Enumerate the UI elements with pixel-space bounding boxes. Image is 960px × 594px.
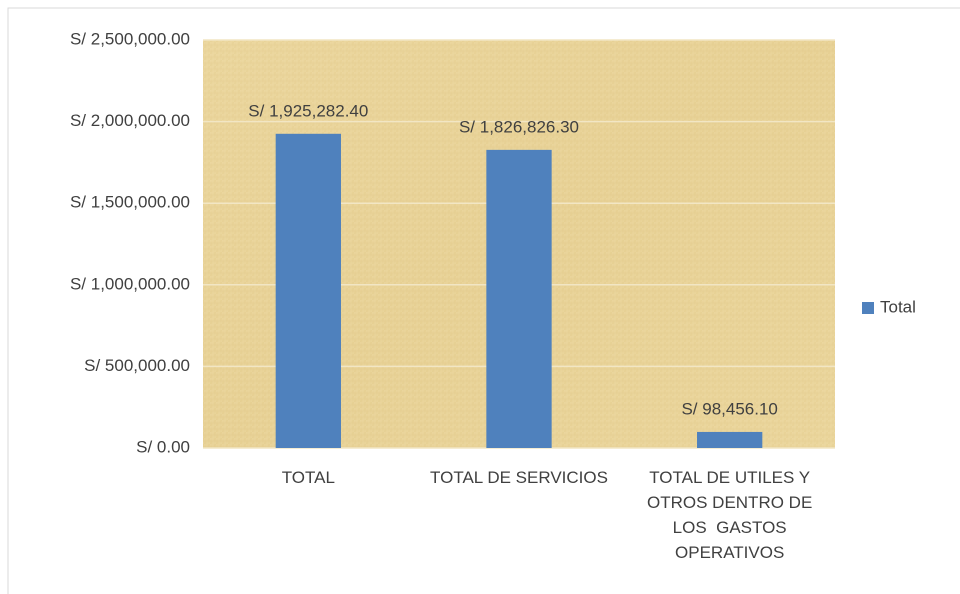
y-tick-label: S/ 0.00 [136, 437, 190, 456]
y-tick-label: S/ 1,500,000.00 [70, 193, 190, 212]
legend-swatch [862, 302, 874, 314]
y-tick-label: S/ 500,000.00 [84, 356, 190, 375]
y-tick-label: S/ 2,000,000.00 [70, 111, 190, 130]
data-label: S/ 1,925,282.40 [248, 101, 368, 120]
x-tick-label: TOTAL DE SERVICIOS [430, 468, 608, 487]
x-tick-label: TOTAL [281, 468, 335, 487]
y-tick-label: S/ 2,500,000.00 [70, 29, 190, 48]
legend-label: Total [880, 297, 916, 316]
bar [275, 133, 341, 448]
chart-border [7, 7, 960, 594]
bar [486, 149, 552, 449]
bar [697, 431, 763, 448]
data-label: S/ 1,826,826.30 [459, 117, 579, 136]
data-label: S/ 98,456.10 [681, 399, 777, 418]
y-tick-label: S/ 1,000,000.00 [70, 274, 190, 293]
x-tick-label: TOTAL DE UTILES Y OTROS DENTRO DE LOS GA… [647, 468, 818, 562]
